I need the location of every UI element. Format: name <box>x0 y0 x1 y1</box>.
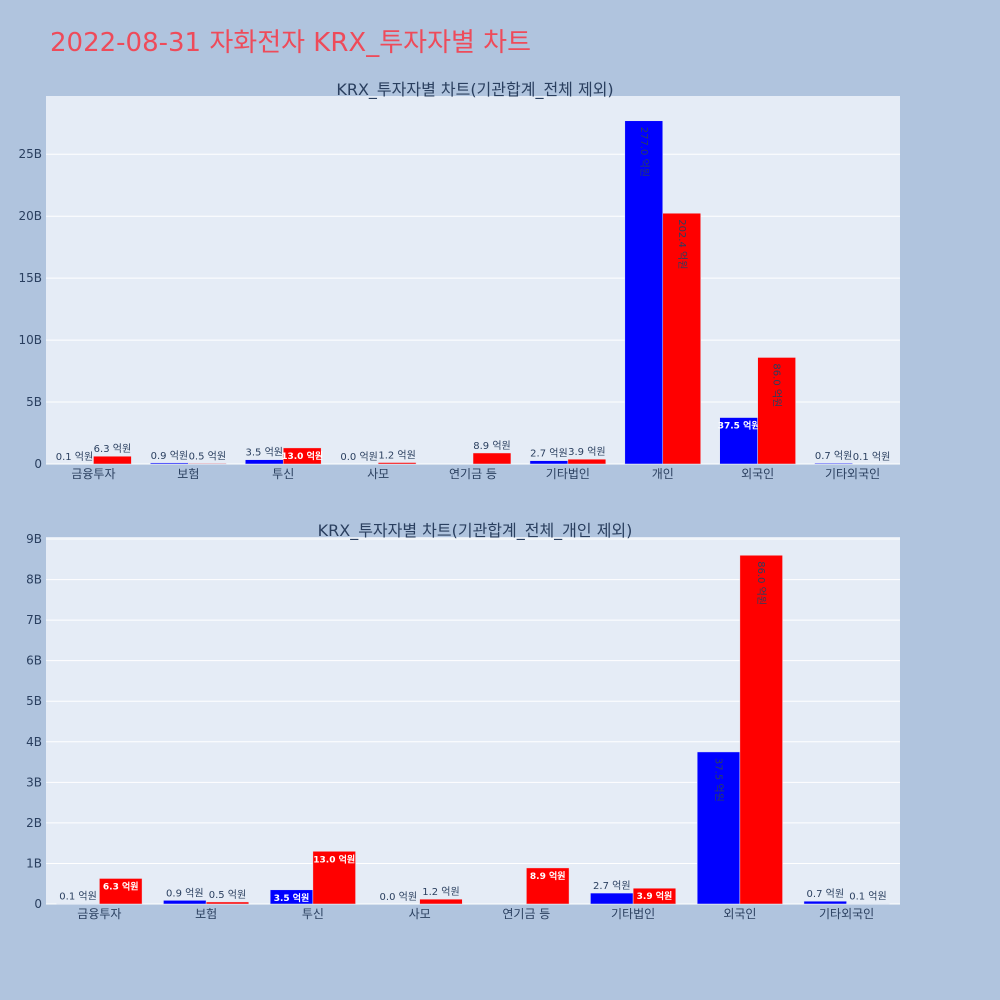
y-tick-label: 4B <box>26 735 42 749</box>
bar-value-label: 0.0 억원 <box>380 891 417 903</box>
x-tick-label: 금융투자 <box>71 467 115 481</box>
bar-value-label: 3.5 억원 <box>246 447 283 459</box>
sell-bar <box>93 455 132 465</box>
sell-bar <box>526 867 570 905</box>
sell-bar <box>205 901 250 905</box>
buy-bar <box>529 460 569 465</box>
bar-value-label: 277.0 억원 <box>638 127 650 177</box>
x-tick-label: 사모 <box>367 467 389 481</box>
bar-value-label: 0.9 억원 <box>151 450 188 462</box>
buy-bar <box>245 459 284 465</box>
sell-bar <box>567 458 607 465</box>
x-tick-label: 연기금 등 <box>449 467 497 481</box>
bar-value-label: 3.9 억원 <box>568 446 605 458</box>
x-tick-label: 사모 <box>409 907 431 921</box>
buy-bar <box>590 892 634 905</box>
y-tick-label: 0 <box>34 897 42 911</box>
sell-bar <box>632 887 677 905</box>
bar-value-label: 2.7 억원 <box>593 880 630 892</box>
y-tick-label: 1B <box>26 856 42 870</box>
bar-value-label: 37.5 억원 <box>718 420 760 432</box>
chart-2: 0 1B 2B 3B 4B 5B 6B 7B 8B 9B KRX_투자자별 차트(기관합계_전체_개… <box>26 521 900 921</box>
bar-value-label: 202.4 억원 <box>676 219 688 269</box>
y-tick-label: 15B <box>18 271 42 285</box>
bar-value-label: 1.2 억원 <box>378 450 415 462</box>
bar-value-label: 0.9 억원 <box>166 887 203 899</box>
buy-bar <box>814 462 853 465</box>
bar-value-label: 0.1 억원 <box>849 891 886 903</box>
bar-value-label: 1.2 억원 <box>422 886 459 898</box>
chart-title: KRX_투자자별 차트(기관합계_전체 제외) <box>336 80 613 100</box>
buy-bar <box>719 417 758 465</box>
bar-value-label: 0.1 억원 <box>56 451 93 463</box>
x-tick-label: 금융투자 <box>77 907 121 921</box>
y-tick-label: 3B <box>26 775 42 789</box>
x-tick-label: 보험 <box>177 467 199 481</box>
y-tick-label: 6B <box>26 654 42 668</box>
x-tick-label: 기타외국인 <box>825 467 880 481</box>
bar-value-label: 2.7 억원 <box>530 448 567 460</box>
bar-value-label: 6.3 억원 <box>94 443 131 455</box>
y-tick-label: 10B <box>18 333 42 347</box>
x-tick-label: 기타법인 <box>546 467 590 481</box>
buy-bar <box>150 462 189 465</box>
x-tick-label: 연기금 등 <box>502 907 550 921</box>
sell-bar <box>662 212 701 465</box>
bar-value-label: 0.7 억원 <box>807 888 844 900</box>
bar-value-label: 86.0 억원 <box>755 561 767 605</box>
sell-bar <box>312 851 356 905</box>
bar-value-label: 0.7 억원 <box>815 450 852 462</box>
x-tick-label: 투신 <box>302 907 324 921</box>
buy-bar <box>803 900 847 905</box>
x-tick-label: 보험 <box>195 907 217 921</box>
y-tick-label: 20B <box>18 209 42 223</box>
buy-bar <box>624 120 664 465</box>
x-tick-label: 기타법인 <box>611 907 655 921</box>
x-tick-label: 외국인 <box>741 467 774 481</box>
x-tick-label: 투신 <box>272 467 294 481</box>
y-tick-label: 5B <box>26 694 42 708</box>
page-title: 2022-08-31 자화전자 KRX_투자자별 차트 <box>50 28 532 58</box>
bar-value-label: 0.1 억원 <box>853 451 890 463</box>
x-tick-label: 개인 <box>652 467 674 481</box>
y-tick-label: 25B <box>18 147 42 161</box>
bar-value-label: 3.5 억원 <box>274 892 310 904</box>
bar-value-label: 0.0 억원 <box>340 451 377 463</box>
x-tick-label: 기타외국인 <box>819 907 874 921</box>
sell-bar <box>419 898 463 905</box>
bar-value-label: 0.5 억원 <box>209 889 246 901</box>
sell-bar <box>739 554 783 905</box>
buy-bar <box>696 751 741 905</box>
bar-value-label: 0.1 억원 <box>59 891 96 903</box>
y-tick-label: 2B <box>26 816 42 830</box>
bar-value-label: 13.0 억원 <box>281 450 323 462</box>
y-tick-label: 5B <box>26 395 42 409</box>
bar-value-label: 37.5 억원 <box>713 758 725 802</box>
sell-bar <box>472 452 512 465</box>
chart-title: KRX_투자자별 차트(기관합계_전체_개인 제외) <box>318 521 633 541</box>
bar-value-label: 86.0 억원 <box>771 363 783 407</box>
sell-bar <box>377 462 417 465</box>
y-tick-label: 9B <box>26 532 42 546</box>
chart-1: 0 5B 10B 15B 20B 25B KRX_투자자별 차트(기관합계_전체 제외) 금융… <box>18 80 900 481</box>
bar-value-label: 8.9 억원 <box>473 440 510 452</box>
sell-bar <box>757 357 796 465</box>
y-tick-label: 0 <box>34 457 42 471</box>
y-tick-label: 7B <box>26 613 42 627</box>
buy-bar <box>163 900 207 905</box>
x-tick-label: 외국인 <box>723 907 756 921</box>
sell-bar <box>188 463 227 465</box>
bar-value-label: 13.0 억원 <box>313 853 355 865</box>
bar-value-label: 0.5 억원 <box>189 450 226 462</box>
y-tick-label: 8B <box>26 573 42 587</box>
sell-bar <box>99 878 143 905</box>
sell-bar <box>282 447 322 465</box>
bar-value-label: 3.9 억원 <box>637 890 673 902</box>
bar-value-label: 8.9 억원 <box>530 870 566 882</box>
bar-value-label: 6.3 억원 <box>103 880 139 892</box>
